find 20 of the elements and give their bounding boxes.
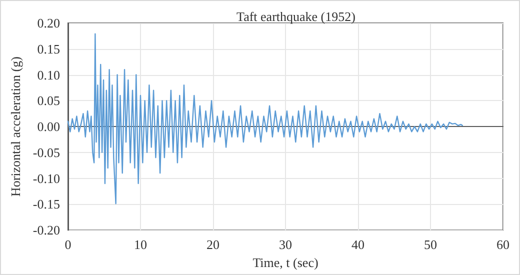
x-tick-label: 60: [496, 237, 510, 252]
y-tick-label: 0.05: [37, 93, 60, 108]
y-tick-label: -0.05: [32, 144, 60, 160]
x-axis-title: Time, t (sec): [252, 255, 318, 270]
y-tick-label: 0.20: [37, 16, 60, 30]
y-tick-label: 0.10: [37, 67, 60, 82]
x-tick-label: 10: [134, 237, 147, 252]
x-tick-label: 40: [351, 237, 364, 252]
x-tick-label: 50: [424, 237, 437, 252]
line-series: [67, 33, 463, 204]
x-tick-label: 0: [64, 237, 72, 252]
y-tick-label: -0.15: [32, 196, 60, 212]
chart-title: Taft earthquake (1952): [236, 9, 356, 24]
y-tick-label: -0.10: [32, 170, 60, 186]
y-tick-label: -0.20: [32, 222, 60, 238]
x-tick-label: 30: [278, 237, 292, 252]
y-tick-label: 0.15: [37, 41, 60, 56]
y-tick-label: 0.00: [37, 119, 60, 134]
x-tick-label: 20: [206, 237, 220, 252]
y-axis-title: Horizontal acceleration (g): [8, 56, 23, 197]
